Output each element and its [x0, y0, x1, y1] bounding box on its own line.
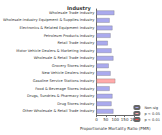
svg-text:Food & Beverage Stores Industr: Food & Beverage Stores Industry — [35, 87, 95, 91]
svg-text:Petroleum Products Industry: Petroleum Products Industry — [44, 34, 96, 38]
svg-text:Wholesale-Industry Equipment &: Wholesale-Industry Equipment & Supplies … — [3, 18, 95, 22]
svg-text:150: 150 — [121, 117, 129, 122]
svg-text:Industry: Industry — [67, 5, 91, 12]
svg-text:Wholesale Trade Industry: Wholesale Trade Industry — [49, 11, 95, 15]
svg-text:Drugs, Sundries & Pharmacy Ind: Drugs, Sundries & Pharmacy Industry — [27, 94, 95, 98]
svg-text:Gasoline Service Stations Indu: Gasoline Service Stations Industry — [33, 79, 96, 83]
svg-text:Retail Trade Industry: Retail Trade Industry — [57, 41, 95, 45]
svg-text:Other Wholesale & Retail Trade: Other Wholesale & Retail Trade Industry — [22, 109, 95, 113]
svg-text:50: 50 — [103, 117, 109, 122]
svg-text:Electronics & Related Equipmen: Electronics & Related Equipment Industry — [20, 26, 96, 30]
svg-text:0: 0 — [95, 117, 98, 122]
svg-text:Motor Vehicle Dealers & Market: Motor Vehicle Dealers & Marketing Indust… — [16, 49, 95, 53]
svg-text:Proportionate Mortality Ratio: Proportionate Mortality Ratio (PMR) — [80, 126, 151, 131]
svg-text:p < 0.01: p < 0.01 — [144, 118, 160, 122]
svg-text:Wholesale & Retail Trade Indus: Wholesale & Retail Trade Industry — [34, 56, 96, 60]
svg-text:100: 100 — [111, 117, 119, 122]
svg-text:Drug Stores Industry: Drug Stores Industry — [57, 102, 95, 106]
svg-text:New Vehicle Dealers Industry: New Vehicle Dealers Industry — [42, 71, 96, 75]
svg-text:Grocery Stores Industry: Grocery Stores Industry — [52, 64, 95, 68]
svg-text:Non-sig: Non-sig — [144, 106, 158, 110]
svg-text:p < 0.05: p < 0.05 — [144, 112, 160, 116]
